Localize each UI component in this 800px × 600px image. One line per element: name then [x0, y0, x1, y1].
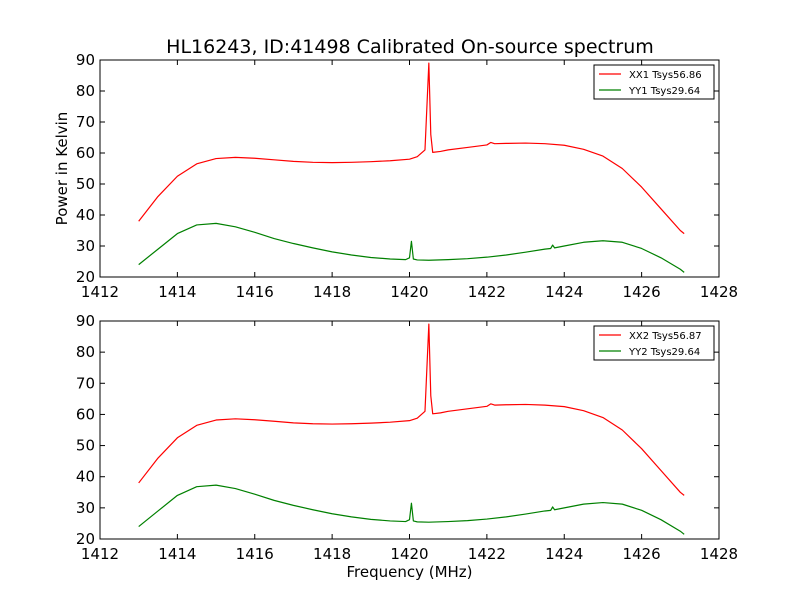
x-tick-label: 1416 — [236, 283, 274, 301]
x-tick-label: 1428 — [700, 283, 738, 301]
legend: XX1 Tsys56.86 YY1 Tsys29.64 — [593, 64, 715, 100]
y-tick-label: 80 — [76, 82, 95, 100]
x-axis-label: Frequency (MHz) — [346, 563, 472, 581]
series-line-xx — [138, 62, 685, 235]
x-tick-label: 1414 — [158, 283, 196, 301]
x-tick-label: 1428 — [700, 545, 738, 563]
x-tick-label: 1412 — [81, 283, 119, 301]
top-panel: 1412 1414 1416 1418 1420 1422 1424 1426 1428 20 30… — [53, 51, 738, 301]
y-tick-label: 40 — [76, 468, 95, 486]
y-tick-label: 90 — [76, 51, 95, 69]
x-tick-label: 1420 — [390, 545, 428, 563]
y-tick-label: 60 — [76, 144, 95, 162]
legend-box — [593, 325, 715, 361]
x-tick-label: 1412 — [81, 545, 119, 563]
legend-box — [593, 64, 715, 100]
legend-label: YY1 Tsys29.64 — [628, 86, 700, 97]
x-tick-label: 1426 — [623, 545, 661, 563]
y-tick-label: 90 — [76, 312, 95, 330]
chart-title: HL16243, ID:41498 Calibrated On-source s… — [166, 36, 654, 58]
y-tick-label: 20 — [76, 530, 95, 548]
y-tick-label: 50 — [76, 175, 95, 193]
x-tick-label: 1426 — [623, 283, 661, 301]
x-tick-label: 1422 — [468, 283, 506, 301]
y-tick-label: 30 — [76, 499, 95, 517]
x-tick-label: 1420 — [390, 283, 428, 301]
legend-label: YY2 Tsys29.64 — [628, 347, 700, 358]
legend-label: XX1 Tsys56.86 — [629, 70, 702, 81]
series-line-xx — [138, 323, 685, 496]
bottom-panel: 1412 1414 1416 1418 1420 1422 1424 1426 1428 20 30… — [76, 312, 738, 581]
x-tick-label: 1424 — [545, 283, 583, 301]
y-axis-label: Power in Kelvin — [53, 112, 71, 226]
y-tick-label: 80 — [76, 343, 95, 361]
x-tick-label: 1422 — [468, 545, 506, 563]
y-tick-label: 70 — [76, 374, 95, 392]
series-line-yy — [138, 222, 685, 273]
y-tick-label: 60 — [76, 405, 95, 423]
x-tick-label: 1418 — [313, 545, 351, 563]
x-tick-label: 1418 — [313, 283, 351, 301]
y-tick-label: 40 — [76, 206, 95, 224]
y-tick-label: 20 — [76, 268, 95, 286]
y-tick-label: 70 — [76, 113, 95, 131]
x-tick-label: 1424 — [545, 545, 583, 563]
y-tick-label: 50 — [76, 437, 95, 455]
x-tick-label: 1416 — [236, 545, 274, 563]
y-tick-label: 30 — [76, 237, 95, 255]
series-line-yy — [138, 484, 685, 535]
legend: XX2 Tsys56.87 YY2 Tsys29.64 — [593, 325, 715, 361]
legend-label: XX2 Tsys56.87 — [629, 331, 702, 342]
x-tick-label: 1414 — [158, 545, 196, 563]
